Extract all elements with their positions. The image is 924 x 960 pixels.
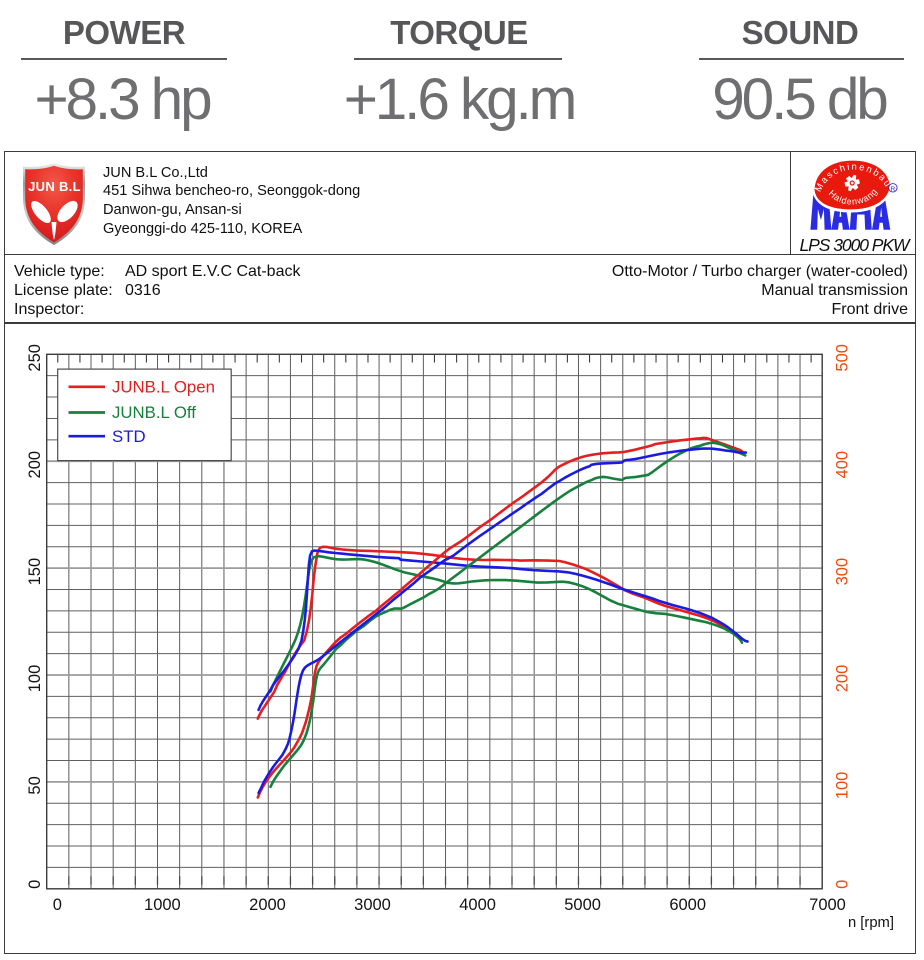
svg-text:500: 500 xyxy=(833,344,851,372)
svg-text:1000: 1000 xyxy=(144,896,181,914)
svg-text:JUN B.L: JUN B.L xyxy=(28,179,81,194)
svg-text:200: 200 xyxy=(833,664,851,692)
svg-text:R: R xyxy=(891,186,896,193)
svg-text:0: 0 xyxy=(833,879,851,888)
svg-text:7000: 7000 xyxy=(809,896,846,914)
svg-text:100: 100 xyxy=(26,664,44,692)
svg-text:100: 100 xyxy=(833,771,851,799)
svg-text:6000: 6000 xyxy=(669,896,706,914)
svg-text:0: 0 xyxy=(26,879,44,888)
svg-text:JUNB.L Open: JUNB.L Open xyxy=(112,377,215,396)
svg-text:250: 250 xyxy=(26,344,44,372)
svg-text:400: 400 xyxy=(833,450,851,478)
svg-text:3000: 3000 xyxy=(354,896,391,914)
svg-text:50: 50 xyxy=(26,776,44,794)
svg-text:200: 200 xyxy=(26,450,44,478)
svg-text:0: 0 xyxy=(52,896,61,914)
svg-text:5000: 5000 xyxy=(564,896,601,914)
svg-text:JUNB.L Off: JUNB.L Off xyxy=(112,403,196,422)
svg-text:4000: 4000 xyxy=(459,896,496,914)
svg-text:n [rpm]: n [rpm] xyxy=(847,915,893,931)
svg-text:2000: 2000 xyxy=(249,896,286,914)
svg-text:150: 150 xyxy=(26,557,44,585)
svg-text:STD: STD xyxy=(112,426,146,445)
svg-text:300: 300 xyxy=(833,557,851,585)
